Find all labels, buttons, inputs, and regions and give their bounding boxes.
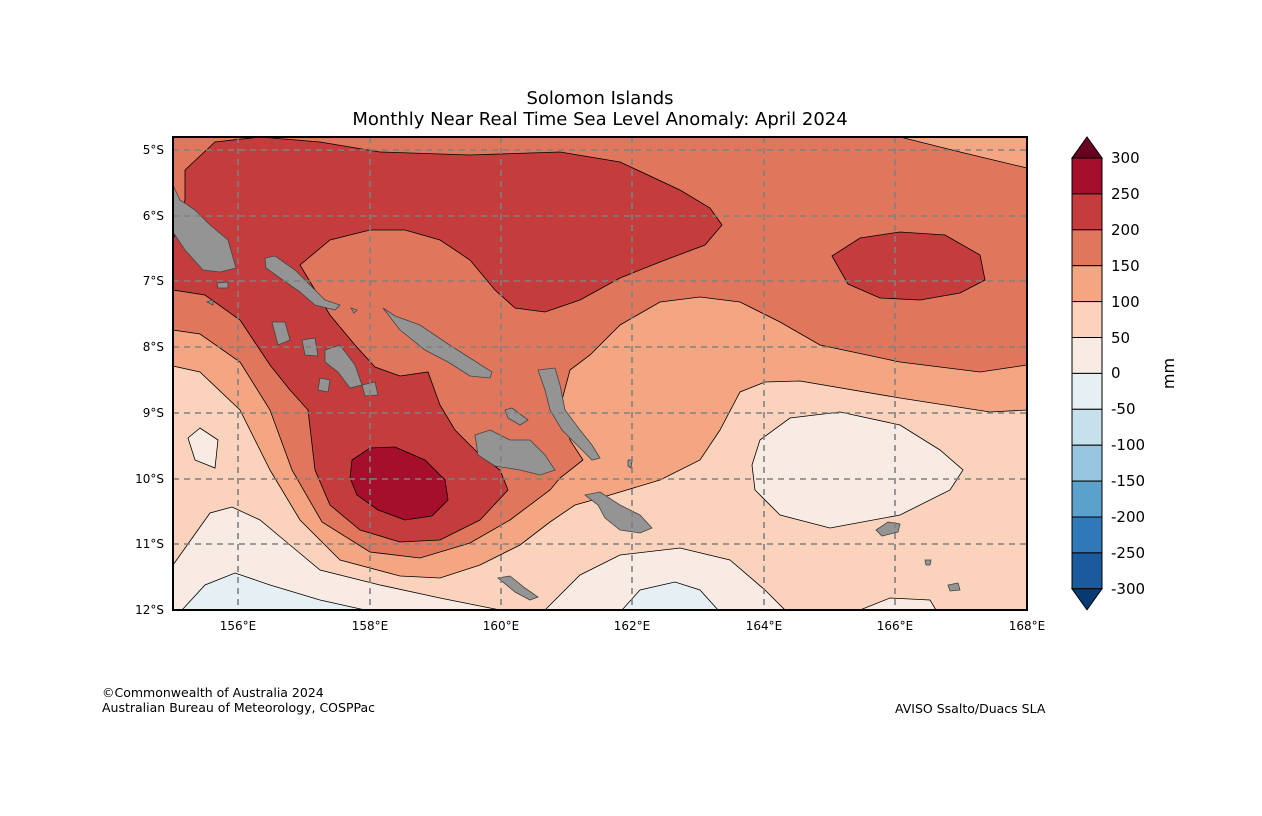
colorbar-tick-label: -200: [1111, 508, 1146, 526]
y-tick-label: 11°S: [135, 537, 164, 551]
colorbar: [1071, 136, 1103, 611]
colorbar-tick-label: 300: [1111, 149, 1140, 167]
colorbar-tick-label: 200: [1111, 220, 1140, 239]
colorbar-tick-label: -150: [1111, 472, 1146, 491]
x-tick-label: 158°E: [351, 619, 389, 633]
band-250-300: [349, 446, 449, 521]
colorbar-segment: [1071, 301, 1103, 339]
copyright-text: ©Commonwealth of Australia 2024: [102, 685, 324, 700]
band-200-250: [831, 231, 986, 301]
island-new-georgia: [271, 321, 363, 393]
band-0-50: [187, 427, 219, 469]
island-malaita: [537, 367, 601, 461]
y-tick-label: 9°S: [142, 406, 164, 420]
band-0-50: [544, 547, 786, 611]
colorbar-tick-label: -300: [1111, 579, 1146, 598]
island-rennell: [497, 575, 539, 601]
colorbar-tick-label: 150: [1111, 256, 1140, 275]
colorbar-segment: [1071, 193, 1103, 231]
colorbar-label: mm: [1159, 357, 1179, 390]
colorbar-extend-low: [1071, 588, 1103, 611]
island-bougainville: [172, 184, 237, 273]
y-tick-label: 10°S: [135, 472, 164, 486]
colorbar-segment: [1071, 552, 1103, 590]
contour-fills: [172, 136, 1028, 611]
y-tick-label: 5°S: [142, 143, 164, 157]
x-tick-label: 166°E: [876, 619, 914, 633]
agency-text: Australian Bureau of Meteorology, COSPPa…: [102, 700, 375, 715]
title-line-2: Monthly Near Real Time Sea Level Anomaly…: [352, 109, 848, 130]
colorbar-tick-label: 250: [1111, 184, 1140, 203]
colorbar-tick-label: 100: [1111, 292, 1140, 311]
band-0-50: [751, 411, 964, 529]
x-tick-label: 160°E: [482, 619, 520, 633]
island-choiseul: [264, 255, 341, 311]
colorbar-segment: [1071, 408, 1103, 446]
island-guadalcanal: [474, 429, 556, 476]
map-frame: [172, 136, 1028, 611]
colorbar-segment: [1071, 337, 1103, 374]
colorbar-tick-label: -50: [1111, 400, 1136, 419]
data-source: AVISO Ssalto/Duacs SLA: [895, 701, 1046, 716]
colorbar-segment: [1071, 372, 1103, 410]
colorbar-tick-label: 50: [1111, 328, 1131, 347]
colorbar-segment: [1071, 480, 1103, 518]
colorbar-segment: [1071, 444, 1103, 482]
y-tick-label: 6°S: [142, 209, 164, 223]
island-makira: [584, 491, 653, 534]
x-tick-label: 168°E: [1008, 619, 1046, 633]
colorbar-segment: [1071, 265, 1103, 303]
colorbar-tick-label: -100: [1111, 436, 1146, 455]
x-tick-label: 162°E: [613, 619, 651, 633]
gridlines: [173, 137, 1027, 610]
colorbar-segment: [1071, 229, 1103, 267]
x-tick-label: 164°E: [745, 619, 783, 633]
y-tick-label: 12°S: [135, 603, 164, 617]
island-santa-cruz: [875, 521, 961, 592]
colorbar-tick-label: 0: [1111, 364, 1121, 383]
chart-title: Solomon Islands Monthly Near Real Time S…: [173, 88, 1027, 130]
title-line-1: Solomon Islands: [526, 88, 674, 109]
y-tick-label: 7°S: [142, 274, 164, 288]
land-masses: [172, 184, 961, 601]
y-tick-label: 8°S: [142, 340, 164, 354]
colorbar-segment: [1071, 516, 1103, 554]
x-tick-label: 156°E: [219, 619, 257, 633]
colorbar-tick-label: -250: [1111, 543, 1146, 562]
colorbar-segment: [1071, 157, 1103, 195]
colorbar-extend-high: [1071, 136, 1103, 159]
footer-credit: ©Commonwealth of Australia 2024 Australi…: [102, 685, 375, 715]
island-small: [205, 281, 633, 469]
